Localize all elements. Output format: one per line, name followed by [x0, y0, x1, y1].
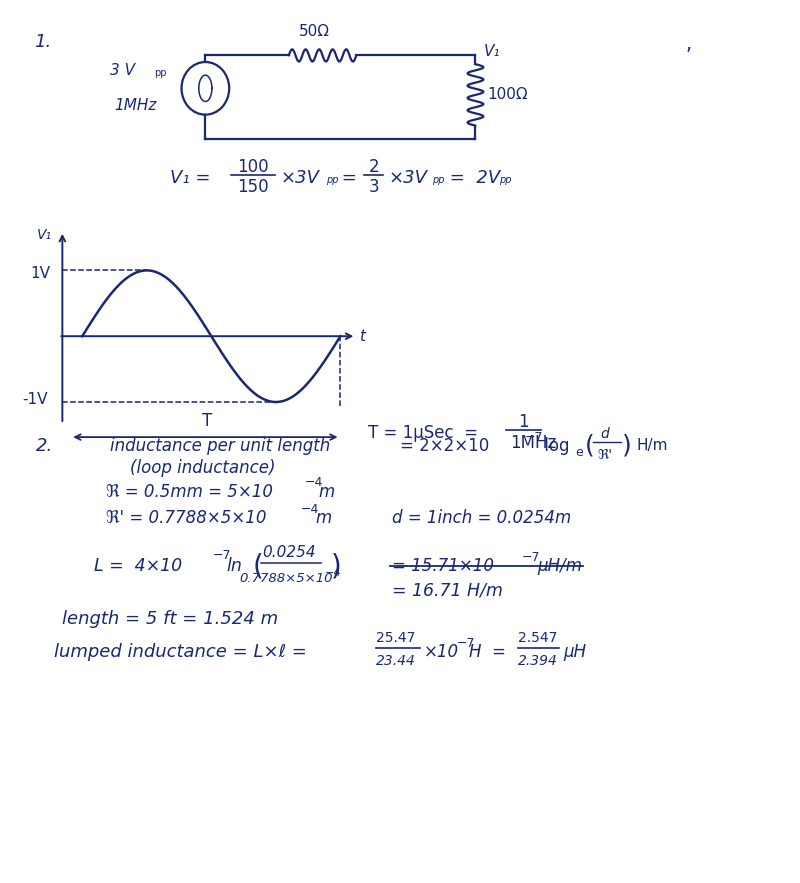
Text: T: T — [202, 411, 213, 430]
Text: d: d — [601, 427, 610, 442]
Text: μH/m: μH/m — [538, 557, 582, 575]
Text: H/m: H/m — [637, 438, 668, 453]
Text: 50Ω: 50Ω — [299, 24, 330, 39]
Text: ×3V: ×3V — [281, 170, 320, 187]
Text: ℜ' = 0.7788×5×10: ℜ' = 0.7788×5×10 — [106, 509, 266, 527]
Text: 1.: 1. — [34, 34, 52, 51]
Text: 1: 1 — [518, 413, 529, 431]
Text: ×10: ×10 — [424, 643, 459, 661]
Text: pp: pp — [432, 176, 444, 185]
Text: −4: −4 — [305, 476, 323, 489]
Text: ): ) — [622, 434, 631, 458]
Text: 3 V: 3 V — [110, 64, 135, 79]
Text: 1MHz: 1MHz — [510, 434, 556, 452]
Text: −7: −7 — [525, 431, 543, 443]
Text: ℜ = 0.5mm = 5×10: ℜ = 0.5mm = 5×10 — [106, 482, 273, 501]
Text: ×3V: ×3V — [388, 170, 427, 187]
Text: ,: , — [686, 35, 692, 55]
Text: inductance per unit length: inductance per unit length — [110, 437, 330, 455]
Text: =: = — [337, 170, 357, 187]
Text: 100Ω: 100Ω — [487, 87, 528, 102]
Text: pp: pp — [154, 68, 166, 78]
Text: H  =: H = — [469, 643, 506, 661]
Text: 2.547: 2.547 — [518, 631, 557, 645]
Text: = 2×2×10: = 2×2×10 — [400, 437, 490, 455]
Text: length = 5 ft = 1.524 m: length = 5 ft = 1.524 m — [62, 610, 278, 628]
Text: pp: pp — [326, 176, 338, 185]
Text: t: t — [358, 328, 365, 343]
Text: 0.7788×5×10: 0.7788×5×10 — [239, 572, 332, 585]
Text: −7: −7 — [522, 551, 540, 564]
Text: 1MHz: 1MHz — [114, 98, 156, 113]
Text: 0.0254: 0.0254 — [262, 546, 315, 561]
Text: (: ( — [253, 552, 264, 580]
Text: = 16.71 H/m: = 16.71 H/m — [392, 582, 503, 600]
Text: −4: −4 — [326, 568, 342, 578]
Text: 100: 100 — [238, 158, 269, 176]
Text: −7: −7 — [458, 637, 476, 650]
Text: T = 1μSec  =: T = 1μSec = — [368, 424, 478, 442]
Text: m: m — [318, 482, 334, 501]
Text: μH: μH — [564, 643, 586, 661]
Text: ℜ': ℜ' — [598, 448, 613, 462]
Text: 25.47: 25.47 — [376, 631, 416, 645]
Text: L =  4×10: L = 4×10 — [94, 557, 182, 575]
Text: V₁: V₁ — [483, 43, 500, 58]
Text: pp: pp — [499, 176, 512, 185]
Text: -1V: -1V — [22, 392, 48, 407]
Text: (loop inductance): (loop inductance) — [130, 459, 275, 477]
Text: 1V: 1V — [30, 266, 50, 281]
Text: lumped inductance = L×ℓ =: lumped inductance = L×ℓ = — [54, 643, 307, 661]
Text: 2: 2 — [369, 158, 379, 176]
Text: V₁ =: V₁ = — [170, 170, 210, 187]
Text: ln: ln — [227, 557, 242, 575]
Text: −4: −4 — [301, 502, 319, 516]
Text: V₁: V₁ — [37, 229, 52, 242]
Text: =  2V: = 2V — [445, 170, 501, 187]
Text: 150: 150 — [238, 178, 269, 196]
Text: 2.394: 2.394 — [518, 653, 558, 668]
Text: 23.44: 23.44 — [376, 653, 416, 668]
Text: log: log — [539, 437, 570, 455]
Text: ): ) — [331, 552, 342, 580]
Text: 2.: 2. — [36, 437, 54, 455]
Text: = 15.71×10: = 15.71×10 — [392, 557, 494, 575]
Text: m: m — [315, 509, 331, 527]
Text: (: ( — [585, 434, 595, 458]
Text: e: e — [574, 446, 582, 458]
Text: d = 1inch = 0.0254m: d = 1inch = 0.0254m — [392, 509, 571, 527]
Text: −7: −7 — [213, 549, 231, 562]
Text: 3: 3 — [369, 178, 379, 196]
